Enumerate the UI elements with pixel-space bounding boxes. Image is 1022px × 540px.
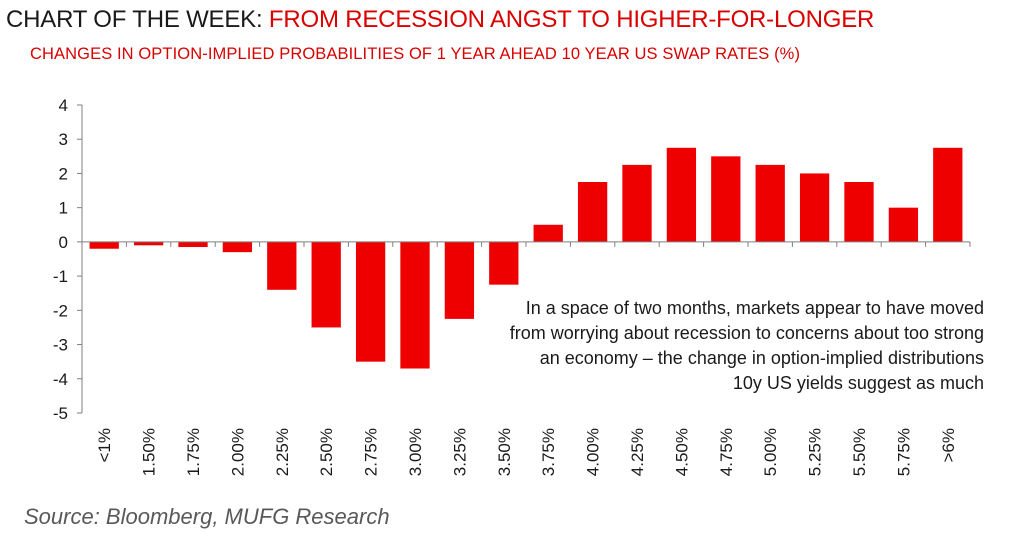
- y-axis: 4 3 2 1 0 -1 -2 -3 -4 -5: [53, 96, 83, 423]
- x-tick-label: 1.75%: [184, 428, 203, 476]
- x-tick-label: 3.25%: [450, 428, 469, 476]
- chart-title-main: FROM RECESSION ANGST TO HIGHER-FOR-LONGE…: [268, 6, 875, 33]
- x-tick-label: 4.25%: [628, 428, 647, 476]
- x-tick-label: 2.50%: [317, 428, 336, 476]
- bar: [222, 241, 253, 253]
- y-tick-label: -3: [53, 336, 68, 355]
- x-tick-label: 3.75%: [539, 428, 558, 476]
- bar: [755, 164, 785, 242]
- y-tick-label: -2: [53, 301, 68, 320]
- y-tick-label: 1: [59, 199, 68, 218]
- bar: [844, 182, 874, 242]
- bar: [444, 241, 475, 319]
- x-tick-label: 4.50%: [672, 428, 691, 476]
- bar: [711, 156, 741, 242]
- y-tick-label: 2: [59, 164, 68, 183]
- x-tick-label: 2.00%: [228, 428, 247, 476]
- x-tick-label: 2.75%: [362, 428, 381, 476]
- x-tick-label: >6%: [939, 428, 958, 463]
- x-tick-label: 5.75%: [894, 428, 913, 476]
- bar: [355, 241, 386, 362]
- bars: [89, 147, 963, 369]
- x-tick-label: 4.75%: [717, 428, 736, 476]
- bar: [799, 173, 830, 242]
- x-tick-label: 5.25%: [806, 428, 825, 476]
- y-tick-label: -4: [53, 370, 68, 389]
- x-tick-label: 5.00%: [761, 428, 780, 476]
- chart-title-prefix: CHART OF THE WEEK:: [6, 6, 263, 33]
- bar: [533, 224, 563, 242]
- x-tick-labels: <1% 1.50% 1.75% 2.00% 2.25% 2.50% 2.75% 3.00% 3.…: [95, 428, 958, 476]
- bar: [666, 147, 697, 242]
- y-tick-label: 3: [59, 130, 68, 149]
- y-tick-label: -5: [53, 404, 68, 423]
- x-tick-label: 3.00%: [406, 428, 425, 476]
- bar: [622, 164, 652, 242]
- y-tick-label: 0: [59, 233, 68, 252]
- source-note: Source: Bloomberg, MUFG Research: [24, 504, 390, 529]
- chart-subtitle: CHANGES IN OPTION-IMPLIED PROBABILITIES …: [30, 45, 801, 63]
- bar: [311, 241, 341, 328]
- bar: [577, 182, 608, 242]
- x-tick-label: 1.50%: [140, 428, 159, 476]
- bar: [267, 241, 297, 290]
- bar: [888, 207, 919, 242]
- bar: [133, 241, 164, 246]
- bar: [178, 241, 208, 248]
- y-tick-label: 4: [59, 96, 68, 115]
- chart-annotation: In a space of two months, markets appear…: [509, 298, 984, 393]
- x-axis: [81, 241, 971, 247]
- chart-title: CHART OF THE WEEK: FROM RECESSION ANGST …: [6, 6, 874, 34]
- bar: [933, 147, 963, 242]
- x-tick-label: 5.50%: [850, 428, 869, 476]
- bar: [489, 241, 519, 285]
- x-tick-label: 4.00%: [584, 428, 603, 476]
- bar: [400, 241, 430, 369]
- bar-chart: 4 3 2 1 0 -1 -2 -3 -4 -5 <1% 1.50% 1.75% 2.00% 2.25% 2…: [53, 96, 971, 476]
- y-tick-label: -1: [53, 267, 68, 286]
- x-tick-label: <1%: [95, 428, 114, 463]
- bar: [89, 241, 119, 249]
- x-tick-label: 2.25%: [273, 428, 292, 476]
- x-tick-label: 3.50%: [495, 428, 514, 476]
